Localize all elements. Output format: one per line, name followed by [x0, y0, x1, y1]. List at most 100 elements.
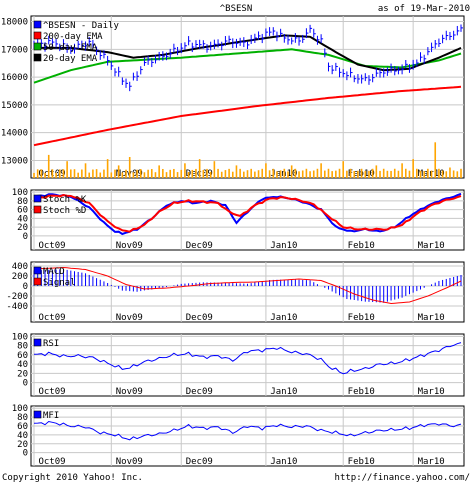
y-tick-price: 17000 [1, 45, 28, 55]
volume-bar [128, 157, 131, 178]
volume-bar [33, 172, 35, 178]
source-url[interactable]: http://finance.yahoo.com/ [335, 473, 470, 483]
volume-bar [441, 170, 444, 178]
y-tick-price: 18000 [1, 18, 28, 28]
volume-bar [379, 170, 381, 178]
volume-bar [434, 142, 437, 178]
month-label-macd: Jan10 [270, 313, 297, 323]
month-label-rsi: Nov09 [116, 387, 143, 397]
volume-bar [265, 163, 267, 178]
series-rsi [33, 342, 462, 375]
volume-bar [404, 168, 407, 178]
volume-bar [55, 172, 57, 178]
volume-bar [261, 168, 264, 178]
volume-bar [143, 172, 146, 178]
volume-bar [445, 171, 448, 178]
month-label-macd: Mar10 [418, 313, 445, 323]
panel-macd-frame [30, 261, 465, 323]
volume-bar [47, 154, 50, 178]
month-label-stochastic: Dec09 [186, 241, 213, 251]
volume-bar [438, 168, 440, 178]
volume-bar [312, 170, 315, 178]
y-tick-price: 13000 [1, 156, 28, 166]
legend-swatch [33, 410, 42, 419]
month-label-mfi: Nov09 [116, 457, 143, 467]
volume-bar [460, 168, 462, 178]
volume-bar [217, 168, 219, 178]
legend-label: MFI [43, 411, 59, 421]
volume-bar [103, 169, 105, 178]
y-tick-stochastic: 60 [17, 206, 28, 216]
volume-bar [169, 169, 171, 178]
y-tick-mfi: 20 [17, 440, 28, 450]
y-tick-mfi: 100 [12, 404, 28, 414]
volume-bar [316, 168, 319, 178]
legend-swatch [33, 266, 42, 275]
volume-bar [250, 168, 252, 178]
volume-bar [279, 170, 282, 178]
y-tick-mfi: 40 [17, 431, 28, 441]
volume-bar [375, 165, 378, 178]
legend-swatch [33, 31, 42, 40]
volume-bar [117, 165, 120, 178]
y-tick-macd: 0 [23, 282, 28, 292]
volume-bar [456, 171, 459, 178]
volume-bar [276, 171, 278, 178]
volume-bar [401, 163, 403, 178]
month-label-stochastic: Feb10 [348, 241, 375, 251]
y-tick-rsi: 80 [17, 342, 28, 352]
volume-bar [268, 170, 271, 178]
legend-label: Signal [43, 278, 76, 288]
volume-bar [412, 159, 414, 178]
legend-swatch [33, 205, 42, 214]
volume-bar [452, 170, 455, 178]
volume-bar [125, 169, 127, 178]
volume-bar [70, 169, 72, 178]
volume-bar [58, 169, 61, 178]
month-label-macd: Dec09 [186, 313, 213, 323]
y-tick-price: 15000 [1, 101, 28, 111]
volume-bar [209, 171, 212, 178]
volume-bar [364, 170, 367, 178]
volume-bar [357, 170, 359, 178]
series-50-day-ema [33, 48, 462, 84]
legend-swatch [33, 194, 42, 203]
legend-swatch [33, 338, 42, 347]
copyright-text: Copyright 2010 Yahoo! Inc. [2, 473, 143, 483]
volume-bar [92, 169, 94, 178]
volume-bar [353, 170, 356, 178]
month-label-mfi: Mar10 [418, 457, 445, 467]
volume-bar [290, 165, 293, 178]
month-label-stochastic: Mar10 [418, 241, 445, 251]
volume-bar [99, 172, 102, 178]
y-tick-macd: -200 [6, 292, 28, 302]
month-label-stochastic: Jan10 [270, 241, 297, 251]
legend-label: Stoch %D [43, 206, 86, 216]
volume-bar [184, 163, 186, 178]
month-label-mfi: Feb10 [348, 457, 375, 467]
y-tick-macd: 200 [12, 272, 28, 282]
volume-bar [239, 168, 241, 178]
volume-bar [231, 171, 234, 178]
legend-label: 200-day EMA [43, 32, 103, 42]
volume-bar [176, 172, 179, 178]
legend-label: Stoch %K [43, 195, 87, 205]
volume-bar [382, 168, 385, 178]
volume-bar [213, 161, 216, 178]
month-label-rsi: Feb10 [348, 387, 375, 397]
month-label-rsi: Jan10 [270, 387, 297, 397]
volume-bar [132, 172, 135, 178]
volume-bar [371, 168, 374, 178]
volume-bar [386, 170, 389, 178]
series-20-day-ema [34, 34, 462, 72]
legend-label: 50-day EMA [43, 43, 98, 53]
volume-bar [331, 171, 333, 178]
volume-bar [272, 168, 275, 178]
volume-bar [206, 168, 208, 178]
volume-bar [349, 168, 352, 178]
chart-symbol: ^BSESN [220, 4, 253, 14]
volume-bar [139, 169, 142, 178]
month-label-stochastic: Nov09 [116, 241, 143, 251]
month-label-macd: Nov09 [116, 313, 143, 323]
legend-label: 20-day EMA [43, 54, 98, 64]
